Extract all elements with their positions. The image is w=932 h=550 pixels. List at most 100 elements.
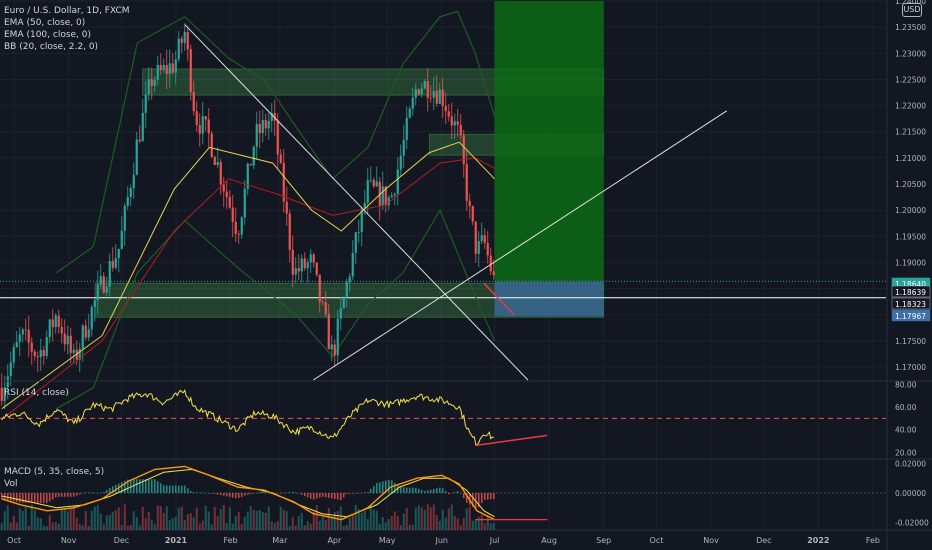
candle-body xyxy=(492,271,495,275)
candle-body xyxy=(255,123,258,147)
candle-body xyxy=(447,111,450,117)
volume-bar xyxy=(366,518,369,530)
volume-bar xyxy=(216,516,219,530)
candle-body xyxy=(51,319,54,328)
candle-body xyxy=(387,197,390,206)
macd-histogram-bar xyxy=(288,492,291,494)
macd-histogram-bar xyxy=(318,493,321,498)
volume-bar xyxy=(240,524,243,530)
candle-body xyxy=(405,117,408,140)
volume-bar xyxy=(192,517,195,530)
macd-histogram-bar xyxy=(36,493,39,503)
candle-body xyxy=(444,106,447,112)
macd-histogram-bar xyxy=(492,493,495,500)
volume-bar xyxy=(396,515,399,530)
volume-bar xyxy=(381,517,384,530)
macd-histogram-bar xyxy=(405,487,408,494)
volume-bar xyxy=(132,511,135,530)
price-label: 1.18640 xyxy=(895,280,926,289)
volume-bar xyxy=(33,509,36,530)
candle-body xyxy=(453,121,456,126)
macd-histogram-bar xyxy=(387,479,390,494)
macd-histogram-bar xyxy=(6,493,9,501)
volume-bar xyxy=(435,515,438,530)
volume-bar xyxy=(78,524,81,530)
volume-bar xyxy=(390,515,393,530)
position-target-area xyxy=(494,1,604,282)
macd-histogram-bar xyxy=(195,492,198,494)
macd-histogram-bar xyxy=(192,492,195,494)
x-tick-label: Jun xyxy=(434,536,448,545)
candle-body xyxy=(309,254,312,263)
candle-body xyxy=(165,65,168,74)
volume-bar xyxy=(183,520,186,530)
candle-body xyxy=(123,206,126,231)
candle-body xyxy=(186,31,189,50)
candle-body xyxy=(210,133,213,157)
candle-body xyxy=(480,235,483,242)
candle-body xyxy=(204,116,207,120)
volume-bar xyxy=(462,518,465,530)
volume-bar xyxy=(282,509,285,530)
candle-body xyxy=(351,252,354,277)
macd-histogram-bar xyxy=(477,493,480,508)
volume-bar xyxy=(213,506,216,530)
volume-bar xyxy=(36,517,39,530)
macd-histogram-bar xyxy=(357,492,360,494)
volume-bar xyxy=(90,510,93,530)
macd-histogram-bar xyxy=(306,493,309,498)
y-tick-label: 1.17000 xyxy=(895,363,926,372)
candle-body xyxy=(291,249,294,275)
candle-body xyxy=(366,179,369,203)
y-tick-label: 1.23000 xyxy=(895,49,926,58)
candle-body xyxy=(180,38,183,43)
macd-histogram-bar xyxy=(363,492,366,494)
currency-badge[interactable]: USD xyxy=(902,3,922,17)
candle-body xyxy=(216,162,219,165)
macd-histogram-bar xyxy=(459,493,462,494)
candle-body xyxy=(162,65,165,70)
candle-body xyxy=(348,276,351,283)
macd-histogram-bar xyxy=(360,492,363,494)
candle-body xyxy=(114,258,117,268)
candle-body xyxy=(363,202,366,209)
macd-histogram-bar xyxy=(453,492,456,494)
volume-bar xyxy=(81,525,84,530)
candle-body xyxy=(402,139,405,156)
candle-body xyxy=(213,156,216,165)
macd-histogram-bar xyxy=(150,479,153,494)
candle-body xyxy=(375,181,378,187)
x-tick-label: 2022 xyxy=(807,536,829,545)
macd-histogram-bar xyxy=(99,492,102,494)
candle-body xyxy=(450,116,453,126)
macd-histogram-bar xyxy=(246,493,249,495)
volume-bar xyxy=(135,516,138,530)
volume-bar xyxy=(270,521,273,530)
candle-body xyxy=(45,337,48,357)
volume-bar xyxy=(243,516,246,530)
volume-bar xyxy=(108,514,111,530)
macd-histogram-bar xyxy=(219,493,222,496)
candle-body xyxy=(435,90,438,104)
volume-bar xyxy=(129,525,132,530)
volume-bar xyxy=(393,511,396,530)
x-tick-label: Feb xyxy=(223,536,237,545)
volume-bar xyxy=(246,511,249,530)
candle-body xyxy=(408,108,411,118)
macd-histogram-bar xyxy=(108,487,111,494)
volume-bar xyxy=(492,522,495,530)
volume-bar xyxy=(156,505,159,530)
candle-body xyxy=(432,90,435,98)
macd-histogram-bar xyxy=(300,493,303,495)
macd-histogram-bar xyxy=(327,493,330,498)
volume-bar xyxy=(375,510,378,530)
volume-bar xyxy=(231,523,234,530)
x-tick-label: May xyxy=(379,536,396,545)
volume-bar xyxy=(363,510,366,530)
y-tick-label: 1.22500 xyxy=(895,75,926,84)
candle-body xyxy=(33,351,36,357)
volume-bar xyxy=(60,509,63,530)
macd-histogram-bar xyxy=(333,493,336,500)
x-tick-label: Aug xyxy=(541,536,557,545)
